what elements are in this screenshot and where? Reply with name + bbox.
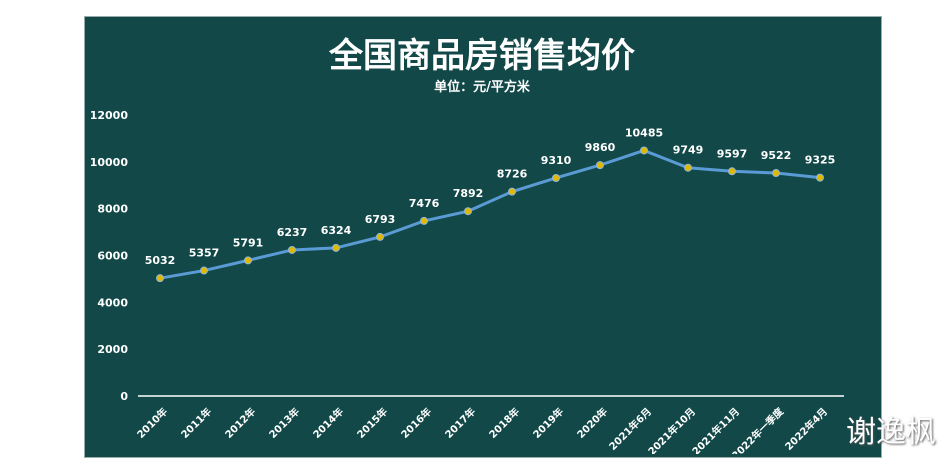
y-tick-label: 4000 [97,296,128,309]
data-point [816,173,824,182]
data-point [376,232,384,241]
data-label: 7892 [453,187,484,200]
chart-title: 全国商品房销售均价 [329,36,635,76]
data-point [684,163,692,172]
y-tick-label: 0 [120,390,128,403]
data-point [420,216,428,225]
data-point [772,169,780,178]
chart-panel [84,16,882,458]
data-point [508,187,516,196]
data-label: 9310 [541,154,572,167]
data-point [728,167,736,176]
data-point [596,161,604,170]
data-label: 7476 [409,197,440,210]
data-label: 5791 [233,236,264,249]
x-tick-label: 2010年 [134,405,170,441]
x-tick-label: 2021年10月 [645,405,698,454]
data-label: 9325 [805,154,836,167]
data-label: 9860 [585,141,616,154]
data-point [464,207,472,216]
x-tick-label: 2011年 [178,405,214,441]
chart-subtitle: 单位：元/平方米 [434,80,530,95]
x-tick-label: 2016年 [398,405,434,441]
data-point [288,245,296,254]
x-tick-label: 2020年 [574,405,610,441]
x-tick-label: 2015年 [354,405,390,441]
data-label: 10485 [625,126,663,139]
data-point [244,256,252,265]
x-tick-label: 2014年 [310,405,346,441]
data-label: 9597 [717,147,748,160]
data-label: 5357 [189,247,220,260]
data-point [640,146,648,155]
x-tick-label: 2019年 [530,405,566,441]
data-label: 6793 [365,213,396,226]
data-label: 8726 [497,168,528,181]
data-label: 9749 [673,144,704,157]
data-point [552,173,560,182]
y-tick-label: 2000 [97,343,128,356]
series-line [159,148,821,280]
data-label: 9522 [761,149,792,162]
x-tick-label: 2013年 [266,405,302,441]
data-label: 5032 [145,254,176,267]
watermark: 谢逸枫 [846,415,936,450]
y-tick-label: 12000 [90,109,129,122]
x-tick-label: 2012年 [222,405,258,441]
x-tick-label: 2018年 [486,405,522,441]
x-tick-label: 2017年 [442,405,478,441]
y-tick-label: 6000 [97,250,128,263]
x-tick-label: 2022年4月 [782,405,830,453]
y-tick-label: 8000 [97,203,128,216]
data-point [200,266,208,275]
x-tick-label: 2021年11月 [689,405,742,454]
x-tick-label: 2021年6月 [606,405,654,453]
data-point [332,243,340,252]
data-label: 6237 [277,226,308,239]
data-point [156,274,164,283]
y-tick-label: 10000 [90,156,129,169]
data-label: 6324 [321,224,352,237]
